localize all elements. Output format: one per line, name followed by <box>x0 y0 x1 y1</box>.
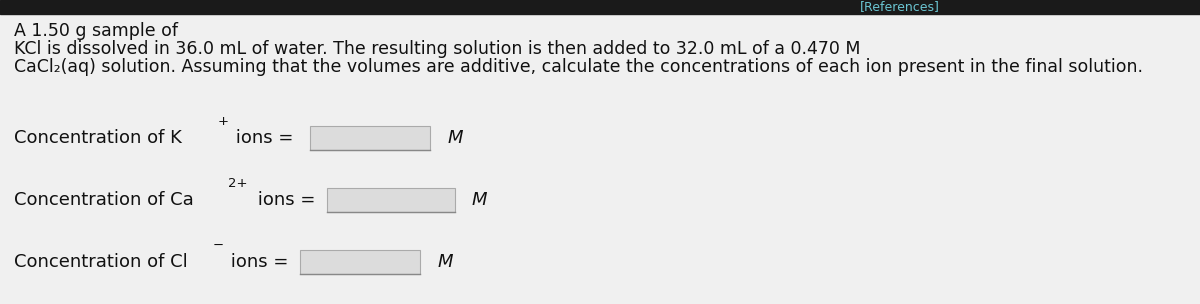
Text: [References]: [References] <box>860 1 940 13</box>
Text: CaCl₂(aq) solution. Assuming that the volumes are additive, calculate the concen: CaCl₂(aq) solution. Assuming that the vo… <box>14 58 1144 76</box>
Text: Concentration of Ca: Concentration of Ca <box>14 191 194 209</box>
Text: +: + <box>218 115 229 128</box>
Text: M: M <box>448 129 463 147</box>
Text: −: − <box>214 239 224 252</box>
Text: ions =: ions = <box>230 129 293 147</box>
Text: 2+: 2+ <box>228 177 247 190</box>
Text: Concentration of Cl: Concentration of Cl <box>14 253 188 271</box>
Text: Concentration of K: Concentration of K <box>14 129 182 147</box>
Text: KCl is dissolved in 36.0 mL of water. The resulting solution is then added to 32: KCl is dissolved in 36.0 mL of water. Th… <box>14 40 860 58</box>
Text: ions =: ions = <box>226 253 288 271</box>
Text: M: M <box>438 253 454 271</box>
Text: M: M <box>472 191 487 209</box>
Text: ions =: ions = <box>252 191 316 209</box>
Text: A 1.50 g sample of: A 1.50 g sample of <box>14 22 179 40</box>
